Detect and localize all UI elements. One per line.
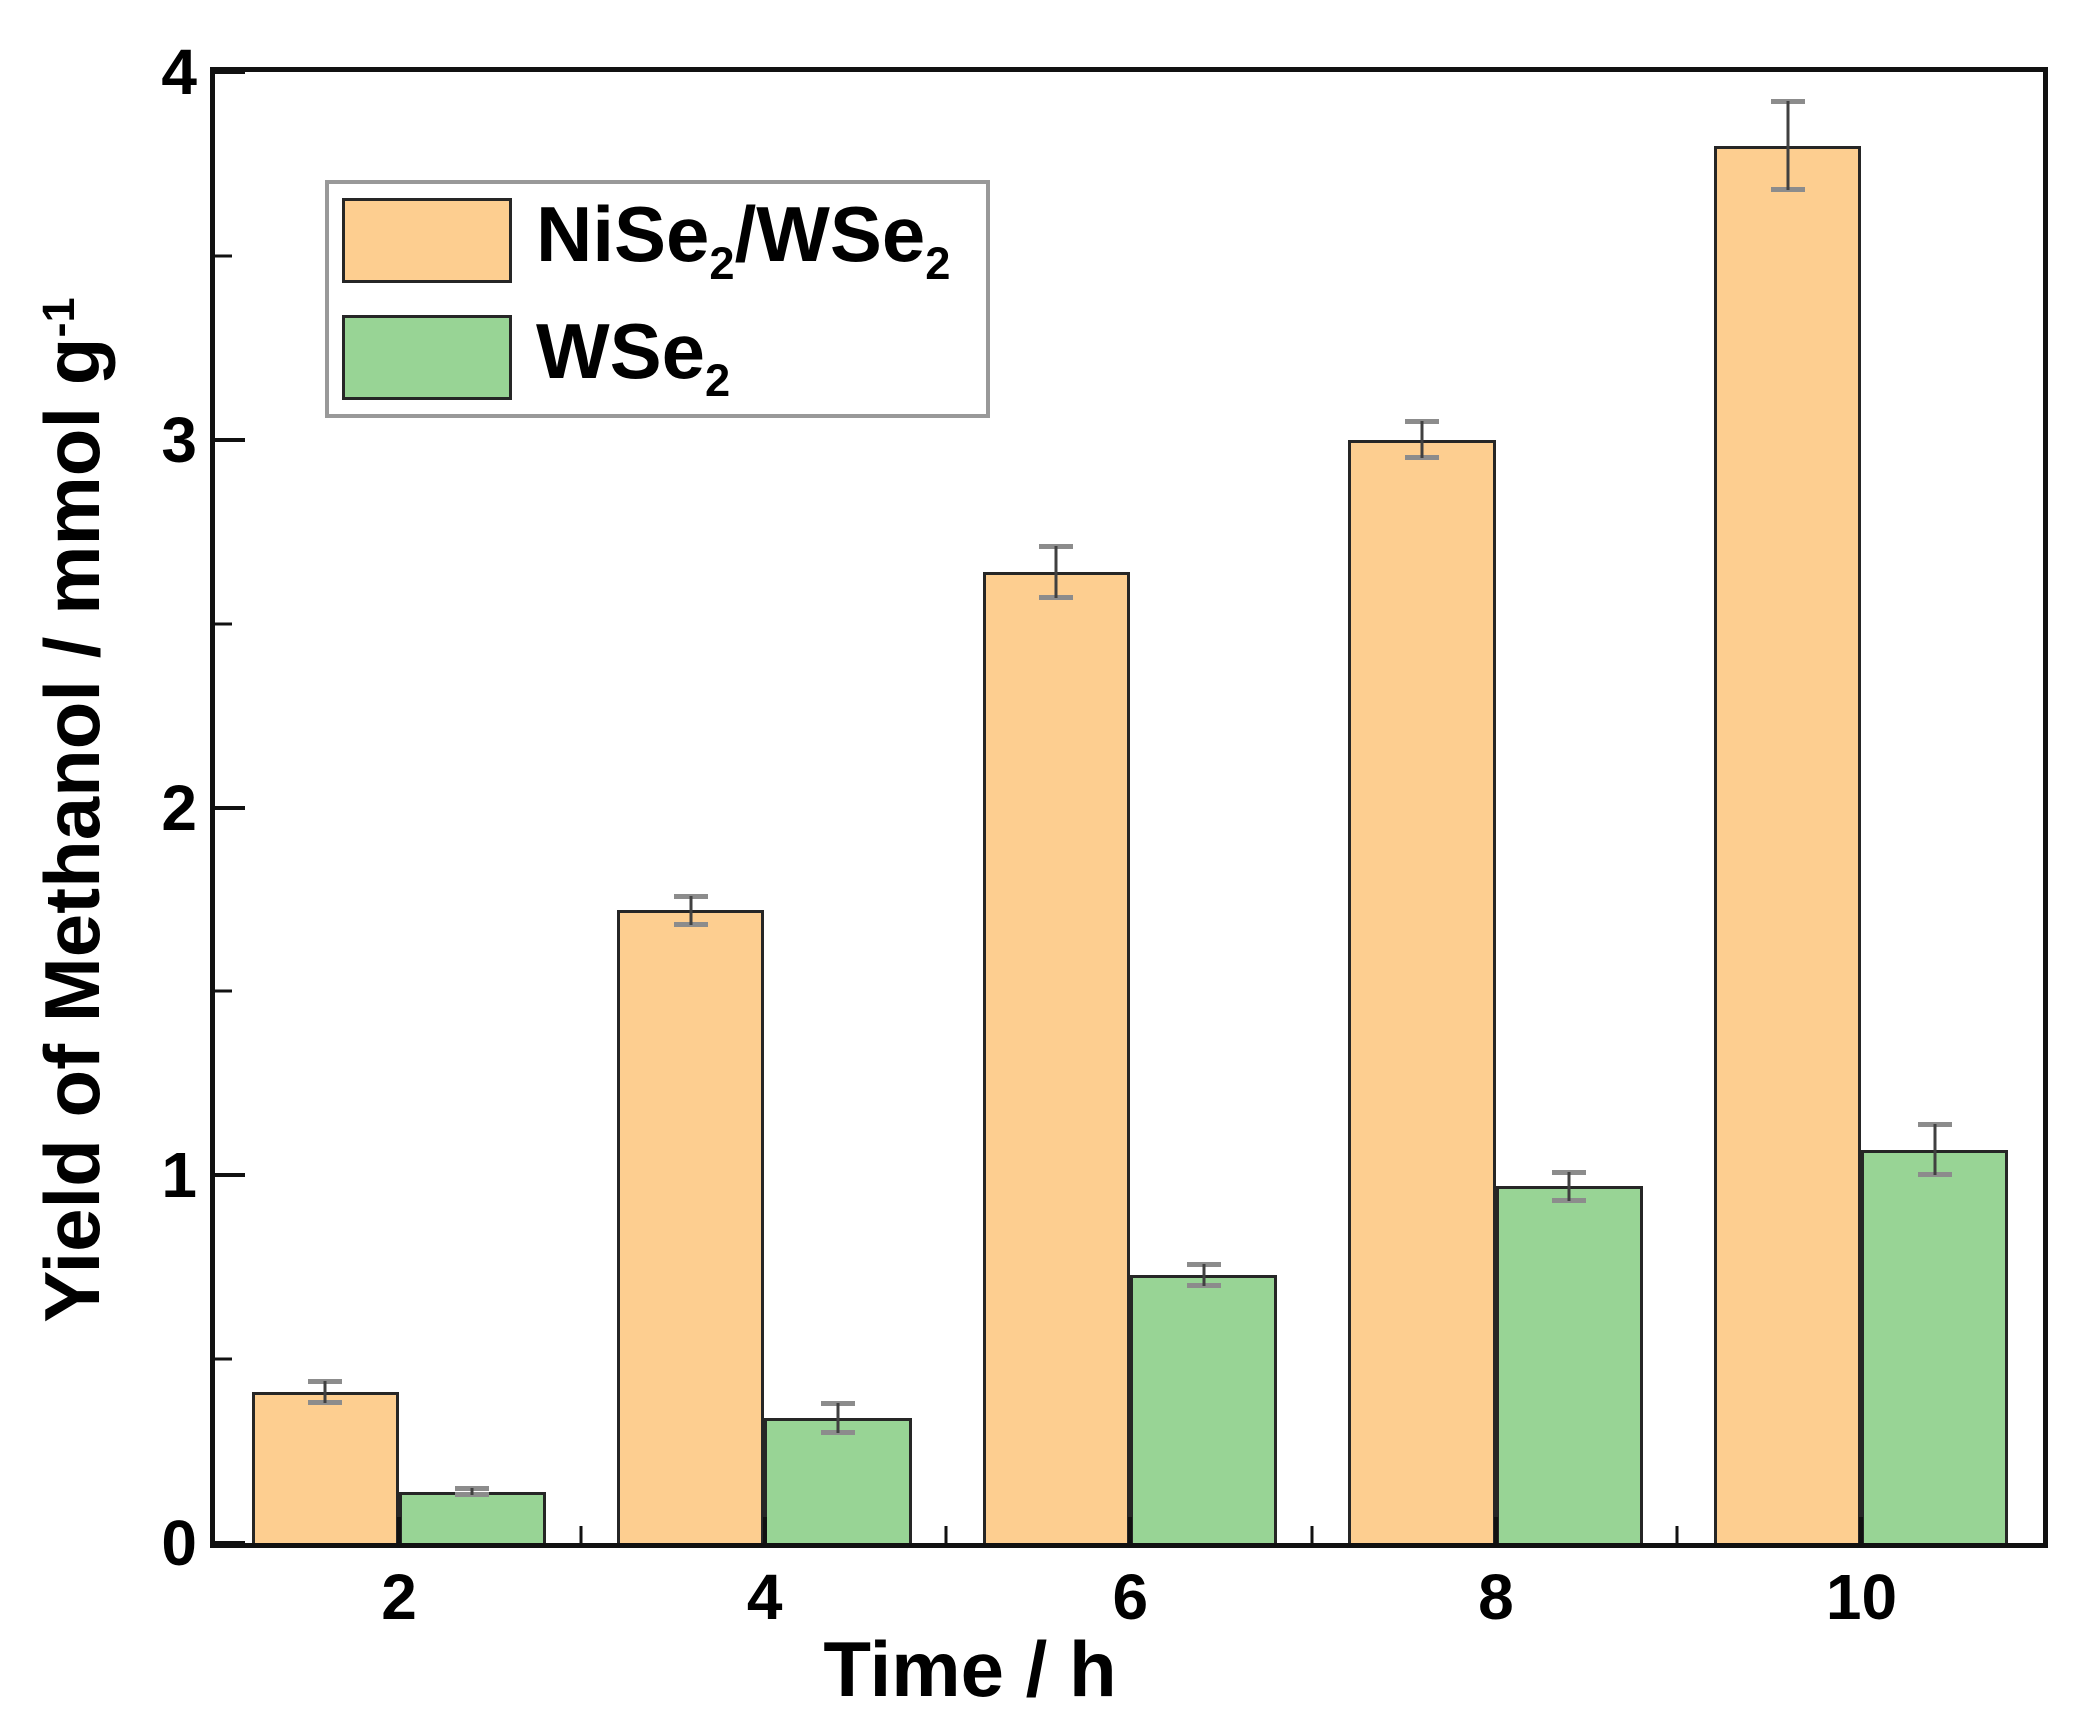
x-tick-label-8: 8 <box>1478 1561 1514 1633</box>
bar-wse2-t10 <box>1861 1149 2009 1543</box>
y-minor-tick <box>215 1357 232 1361</box>
bar-wse2-t4 <box>764 1417 912 1543</box>
legend-label-text: /WSe <box>734 189 926 278</box>
x-major-tick <box>762 1517 767 1543</box>
x-minor-tick <box>579 1526 583 1543</box>
bar-nise2-wse2-t6 <box>982 572 1131 1543</box>
legend-swatch <box>342 197 512 283</box>
legend-label-subscript: 2 <box>925 237 951 289</box>
x-minor-tick <box>1675 1526 1679 1543</box>
y-axis-title: Yield of Methanol / mmol g-1 <box>28 297 116 1322</box>
x-major-tick <box>1493 1517 1498 1543</box>
x-tick-label-10: 10 <box>1825 1561 1898 1633</box>
y-major-tick <box>215 1173 245 1178</box>
x-minor-tick <box>1310 1526 1314 1543</box>
bar-nise2-wse2-t10 <box>1713 145 1862 1543</box>
legend-label-subscript: 2 <box>709 237 735 289</box>
x-axis-title-text: Time / h <box>823 1625 1117 1713</box>
y-major-tick <box>215 805 245 810</box>
bar-nise2-wse2-t2 <box>251 1392 399 1543</box>
legend-label: NiSe2/WSe2 <box>536 195 950 286</box>
error-stem <box>1420 421 1424 459</box>
error-stem <box>1786 101 1790 190</box>
x-major-tick <box>1859 1517 1864 1543</box>
legend: NiSe2/WSe2 WSe2 <box>325 180 990 418</box>
y-minor-tick <box>215 622 232 626</box>
x-tick-label-2: 2 <box>381 1561 417 1633</box>
x-major-tick <box>1128 1517 1133 1543</box>
y-axis-title-superscript: -1 <box>33 297 85 338</box>
error-bar <box>1552 1169 1587 1203</box>
error-bar <box>673 893 708 928</box>
bar-wse2-t6 <box>1129 1274 1278 1543</box>
error-stem <box>836 1403 840 1433</box>
error-bar <box>820 1401 855 1435</box>
y-tick-label-1: 1 <box>161 1139 197 1212</box>
error-stem <box>1567 1171 1571 1201</box>
x-axis-title: Time / h <box>823 1630 1116 1708</box>
error-bar <box>1405 419 1440 461</box>
bar-wse2-t8 <box>1495 1186 1643 1543</box>
error-stem <box>689 895 693 926</box>
x-tick-label-4: 4 <box>746 1561 783 1633</box>
error-bar <box>308 1379 343 1406</box>
y-axis-title-text: Yield of Methanol / mmol g <box>28 337 116 1323</box>
error-bar <box>1770 99 1805 192</box>
error-stem <box>1202 1263 1206 1286</box>
x-major-tick <box>397 1517 402 1543</box>
y-major-tick <box>215 70 245 74</box>
bar-nise2-wse2-t4 <box>617 910 765 1543</box>
y-tick-label-2: 2 <box>161 771 197 844</box>
y-tick-label-0: 0 <box>161 1507 197 1579</box>
error-bar <box>1186 1261 1221 1288</box>
y-minor-tick <box>215 254 232 258</box>
y-minor-tick <box>215 989 232 993</box>
x-tick-label-6: 6 <box>1112 1561 1149 1633</box>
bar-nise2-wse2-t8 <box>1348 439 1496 1543</box>
x-minor-tick <box>944 1526 948 1543</box>
legend-label: WSe2 <box>536 312 730 403</box>
error-bar <box>1917 1121 1952 1178</box>
error-stem <box>1933 1123 1937 1176</box>
legend-label-text: WSe <box>536 307 706 395</box>
error-stem <box>323 1381 327 1404</box>
legend-item-wse2: WSe2 <box>342 312 986 403</box>
error-stem <box>470 1487 474 1496</box>
legend-label-text: NiSe <box>536 189 710 278</box>
legend-label-subscript: 2 <box>705 355 731 407</box>
error-stem <box>1054 546 1058 598</box>
legend-swatch <box>342 315 512 401</box>
bar-wse2-t2 <box>398 1491 547 1543</box>
y-major-tick <box>215 437 245 442</box>
legend-item-nise2-wse2: NiSe2/WSe2 <box>342 195 986 286</box>
error-bar <box>1039 544 1074 600</box>
error-bar <box>455 1485 490 1498</box>
y-tick-label-3: 3 <box>161 403 197 476</box>
y-major-tick <box>215 1541 245 1545</box>
y-tick-label-4: 4 <box>161 36 197 108</box>
